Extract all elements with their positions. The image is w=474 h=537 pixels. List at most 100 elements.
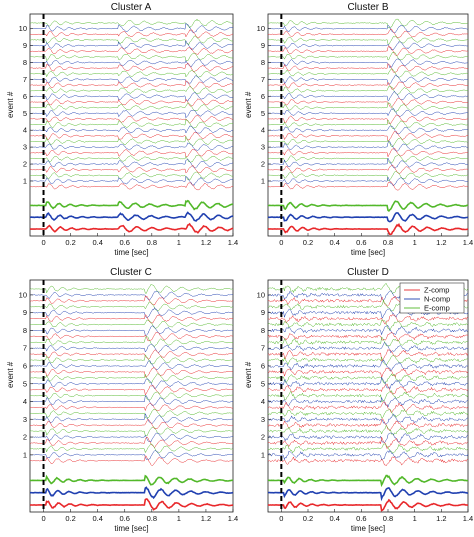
- x-tick-label: 0.4: [92, 514, 102, 523]
- trace-event-3-e-comp: [267, 408, 469, 419]
- trace-event-5-z-comp: [29, 114, 234, 124]
- x-tick-label: 0.2: [303, 514, 313, 523]
- x-tick-label: 1.2: [201, 514, 211, 523]
- trace-event-6-z-comp: [29, 366, 234, 378]
- x-tick-label: 0: [279, 514, 283, 523]
- trace-event-1-z-comp: [29, 182, 234, 191]
- y-tick-label: 4: [261, 397, 265, 406]
- trace-event-6-z-comp: [267, 367, 469, 378]
- y-tick-label: 7: [261, 75, 265, 84]
- x-tick-label: 0.8: [383, 238, 393, 247]
- y-axis-label: event #: [244, 91, 253, 118]
- chart-panel-1: Cluster A 1 2 3 4 5 6 7 8 9 10 event # 0 0.2 0.4 0.6 0.8…: [6, 2, 238, 257]
- y-axis-label: event #: [244, 361, 253, 388]
- trace-event-7-e-comp: [267, 336, 469, 347]
- y-tick-label: 8: [23, 58, 27, 67]
- trace-event-4-e-comp: [30, 118, 233, 129]
- x-axis-label: time [sec]: [114, 248, 148, 257]
- x-tick-label: 1: [177, 238, 181, 247]
- y-tick-label: 1: [261, 450, 265, 459]
- trace-event-10-e-comp: [29, 18, 234, 29]
- panel-title: Cluster A: [111, 2, 152, 13]
- trace-event-1-n-comp: [267, 176, 468, 187]
- trace-event-2-z-comp: [29, 436, 234, 448]
- trace-event-1-n-comp: [267, 449, 469, 461]
- trace-event-5-z-comp: [30, 384, 234, 396]
- trace-event-5-e-comp: [267, 373, 469, 384]
- x-tick-label: 1: [177, 514, 181, 523]
- trace-event-1-z-comp: [267, 456, 468, 467]
- trace-event-7-e-comp: [29, 335, 234, 347]
- trace-event-7-n-comp: [268, 74, 468, 85]
- trace-event-9-n-comp: [29, 40, 234, 51]
- y-tick-label: 1: [23, 450, 27, 459]
- stack-trace-e-comp: [29, 199, 234, 211]
- trace-event-6-e-comp: [267, 354, 469, 366]
- trace-event-6-z-comp: [29, 98, 234, 107]
- trace-event-10-z-comp: [267, 28, 469, 39]
- stack-trace-n-comp: [268, 487, 469, 502]
- legend-label-e-comp: E-comp: [424, 304, 450, 313]
- stack-trace-e-comp: [30, 474, 234, 486]
- x-tick-label: 1.4: [463, 514, 473, 523]
- trace-event-3-e-comp: [267, 137, 469, 147]
- x-tick-label: 0.6: [356, 514, 366, 523]
- y-tick-label: 10: [19, 24, 27, 33]
- trace-event-4-z-comp: [30, 132, 234, 141]
- y-tick-label: 2: [23, 433, 27, 442]
- x-tick-label: 1.2: [436, 238, 446, 247]
- trace-event-3-n-comp: [267, 140, 469, 152]
- trace-event-8-n-comp: [267, 58, 469, 69]
- x-tick-label: 1.2: [201, 238, 211, 247]
- trace-event-1-e-comp: [267, 443, 469, 454]
- x-tick-label: 0.4: [329, 514, 339, 523]
- y-tick-label: 7: [261, 344, 265, 353]
- y-tick-label: 4: [261, 126, 265, 135]
- stack-trace-z-comp: [267, 222, 469, 236]
- trace-event-2-e-comp: [267, 154, 469, 164]
- trace-event-10-n-comp: [29, 290, 234, 301]
- stack-trace-n-comp: [29, 211, 234, 222]
- stack-trace-z-comp: [267, 498, 468, 512]
- y-tick-label: 9: [23, 308, 27, 317]
- trace-event-4-z-comp: [267, 130, 468, 142]
- plot-frame: [29, 13, 234, 237]
- trace-event-1-e-comp: [29, 171, 234, 181]
- x-tick-label: 1.4: [228, 514, 238, 523]
- y-tick-label: 10: [257, 290, 265, 299]
- trace-event-8-z-comp: [29, 62, 234, 73]
- y-tick-label: 3: [261, 143, 265, 152]
- y-tick-label: 9: [261, 308, 265, 317]
- trace-event-8-z-comp: [29, 331, 234, 342]
- stack-trace-z-comp: [29, 222, 234, 234]
- plot-frame: [29, 279, 234, 513]
- y-tick-label: 4: [23, 397, 27, 406]
- y-tick-label: 2: [261, 433, 265, 442]
- y-tick-label: 6: [261, 92, 265, 101]
- x-tick-label: 0.8: [383, 514, 393, 523]
- trace-event-2-n-comp: [268, 157, 468, 169]
- x-tick-label: 0: [279, 238, 283, 247]
- trace-event-8-z-comp: [267, 331, 469, 342]
- stack-trace-n-comp: [30, 486, 234, 500]
- trace-event-8-e-comp: [267, 319, 469, 332]
- y-tick-label: 10: [19, 290, 27, 299]
- trace-event-3-e-comp: [29, 135, 234, 146]
- y-tick-label: 8: [23, 326, 27, 335]
- trace-event-1-e-comp: [29, 443, 234, 454]
- y-tick-label: 4: [23, 126, 27, 135]
- trace-event-10-n-comp: [267, 24, 469, 33]
- trace-event-2-e-comp: [267, 424, 469, 436]
- trace-event-4-e-comp: [267, 119, 469, 129]
- x-tick-label: 0.8: [147, 514, 157, 523]
- trace-event-4-n-comp: [267, 397, 469, 408]
- panel-title: Cluster D: [347, 267, 389, 278]
- y-tick-label: 1: [23, 176, 27, 185]
- trace-event-2-z-comp: [29, 165, 234, 174]
- y-tick-label: 3: [261, 415, 265, 424]
- x-tick-label: 0: [41, 238, 45, 247]
- stack-trace-z-comp: [29, 498, 234, 511]
- trace-event-7-z-comp: [267, 348, 469, 362]
- x-tick-label: 0.4: [92, 238, 102, 247]
